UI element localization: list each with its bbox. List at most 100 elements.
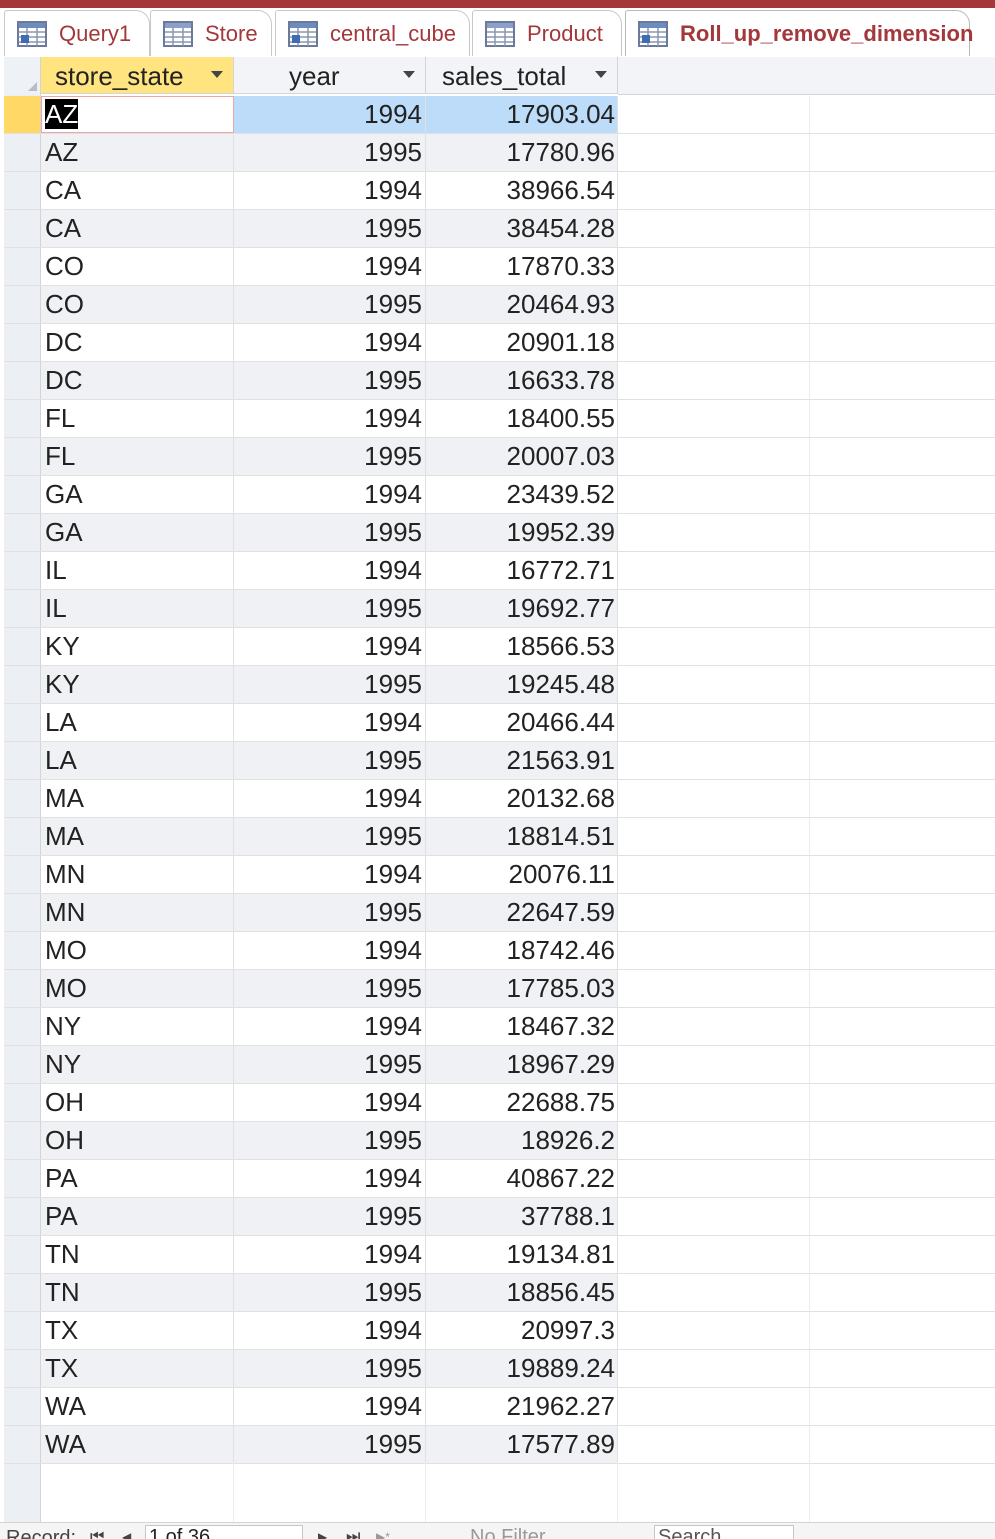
cell-year[interactable]: 1995 bbox=[234, 1350, 426, 1387]
cell-year[interactable]: 1994 bbox=[234, 1312, 426, 1349]
cell-sales-total[interactable]: 20466.44 bbox=[426, 704, 618, 741]
table-row[interactable]: PA 1995 37788.1 bbox=[4, 1198, 995, 1236]
cell-store-state[interactable]: TX bbox=[41, 1312, 234, 1349]
cell-year[interactable]: 1995 bbox=[234, 742, 426, 779]
cell-sales-total[interactable]: 16633.78 bbox=[426, 362, 618, 399]
cell-year[interactable]: 1994 bbox=[234, 476, 426, 513]
cell-store-state[interactable]: CA bbox=[41, 210, 234, 247]
cell-store-state[interactable]: CO bbox=[41, 286, 234, 323]
cell-store-state[interactable]: KY bbox=[41, 666, 234, 703]
row-selector[interactable] bbox=[4, 970, 41, 1007]
cell-store-state[interactable]: AZ bbox=[41, 96, 234, 133]
cell-year[interactable]: 1994 bbox=[234, 780, 426, 817]
cell-year[interactable]: 1994 bbox=[234, 1084, 426, 1121]
table-row[interactable]: MA 1994 20132.68 bbox=[4, 780, 995, 818]
cell-year[interactable]: 1995 bbox=[234, 1046, 426, 1083]
table-row[interactable]: TN 1994 19134.81 bbox=[4, 1236, 995, 1274]
column-header-year[interactable]: year bbox=[234, 57, 426, 94]
previous-record-icon[interactable]: ◀ bbox=[122, 1530, 132, 1539]
cell-store-state[interactable]: PA bbox=[41, 1160, 234, 1197]
table-row[interactable]: CO 1994 17870.33 bbox=[4, 248, 995, 286]
row-selector[interactable] bbox=[4, 172, 41, 209]
cell-year[interactable]: 1994 bbox=[234, 172, 426, 209]
cell-store-state[interactable]: TN bbox=[41, 1236, 234, 1273]
table-row[interactable]: KY 1995 19245.48 bbox=[4, 666, 995, 704]
cell-store-state[interactable]: CO bbox=[41, 248, 234, 285]
row-selector[interactable] bbox=[4, 780, 41, 817]
table-row[interactable]: FL 1994 18400.55 bbox=[4, 400, 995, 438]
table-row[interactable]: MN 1994 20076.11 bbox=[4, 856, 995, 894]
row-selector[interactable] bbox=[4, 1122, 41, 1159]
cell-sales-total[interactable]: 16772.71 bbox=[426, 552, 618, 589]
table-row[interactable]: FL 1995 20007.03 bbox=[4, 438, 995, 476]
cell-sales-total[interactable]: 19134.81 bbox=[426, 1236, 618, 1273]
cell-sales-total[interactable]: 20901.18 bbox=[426, 324, 618, 361]
cell-store-state[interactable]: OH bbox=[41, 1122, 234, 1159]
row-selector[interactable] bbox=[4, 286, 41, 323]
row-selector[interactable] bbox=[4, 1426, 41, 1463]
cell-year[interactable]: 1995 bbox=[234, 1198, 426, 1235]
cell-sales-total[interactable]: 17780.96 bbox=[426, 134, 618, 171]
cell-year[interactable]: 1994 bbox=[234, 552, 426, 589]
cell-store-state[interactable]: TX bbox=[41, 1350, 234, 1387]
cell-sales-total[interactable]: 20007.03 bbox=[426, 438, 618, 475]
tab-query1[interactable]: Query1 bbox=[4, 10, 150, 56]
cell-sales-total[interactable]: 18967.29 bbox=[426, 1046, 618, 1083]
cell-sales-total[interactable]: 18856.45 bbox=[426, 1274, 618, 1311]
table-row[interactable]: DC 1995 16633.78 bbox=[4, 362, 995, 400]
cell-sales-total[interactable]: 17785.03 bbox=[426, 970, 618, 1007]
cell-store-state[interactable]: DC bbox=[41, 362, 234, 399]
column-header-sales-total[interactable]: sales_total bbox=[426, 57, 618, 94]
row-selector[interactable] bbox=[4, 894, 41, 931]
cell-store-state[interactable]: IL bbox=[41, 552, 234, 589]
cell-year[interactable]: 1995 bbox=[234, 666, 426, 703]
cell-store-state[interactable]: OH bbox=[41, 1084, 234, 1121]
table-row[interactable]: KY 1994 18566.53 bbox=[4, 628, 995, 666]
cell-sales-total[interactable]: 18926.2 bbox=[426, 1122, 618, 1159]
table-row[interactable]: AZ 1994 17903.04 bbox=[4, 96, 995, 134]
row-selector[interactable] bbox=[4, 856, 41, 893]
table-row[interactable]: MO 1994 18742.46 bbox=[4, 932, 995, 970]
cell-sales-total[interactable]: 22647.59 bbox=[426, 894, 618, 931]
cell-year[interactable]: 1994 bbox=[234, 1236, 426, 1273]
row-selector[interactable] bbox=[4, 704, 41, 741]
new-record-area[interactable] bbox=[41, 1462, 995, 1522]
cell-year[interactable]: 1995 bbox=[234, 1426, 426, 1463]
row-selector[interactable] bbox=[4, 590, 41, 627]
cell-store-state[interactable]: TN bbox=[41, 1274, 234, 1311]
tab-roll-up-remove-dimension[interactable]: Roll_up_remove_dimension bbox=[625, 10, 973, 56]
row-selector[interactable] bbox=[4, 362, 41, 399]
cell-store-state[interactable]: GA bbox=[41, 514, 234, 551]
cell-store-state[interactable]: MA bbox=[41, 818, 234, 855]
cell-sales-total[interactable]: 17577.89 bbox=[426, 1426, 618, 1463]
sort-filter-dropdown-icon[interactable] bbox=[595, 71, 607, 78]
table-row[interactable]: IL 1995 19692.77 bbox=[4, 590, 995, 628]
cell-year[interactable]: 1995 bbox=[234, 1122, 426, 1159]
sort-filter-dropdown-icon[interactable] bbox=[403, 71, 415, 78]
cell-sales-total[interactable]: 20997.3 bbox=[426, 1312, 618, 1349]
cell-year[interactable]: 1995 bbox=[234, 134, 426, 171]
table-row[interactable]: MO 1995 17785.03 bbox=[4, 970, 995, 1008]
table-row[interactable]: OH 1994 22688.75 bbox=[4, 1084, 995, 1122]
cell-store-state[interactable]: KY bbox=[41, 628, 234, 665]
search-field[interactable]: Search bbox=[654, 1525, 794, 1539]
row-selector[interactable] bbox=[4, 324, 41, 361]
row-selector[interactable] bbox=[4, 932, 41, 969]
cell-sales-total[interactable]: 18467.32 bbox=[426, 1008, 618, 1045]
cell-year[interactable]: 1994 bbox=[234, 1388, 426, 1425]
table-row[interactable]: DC 1994 20901.18 bbox=[4, 324, 995, 362]
cell-sales-total[interactable]: 18814.51 bbox=[426, 818, 618, 855]
table-row[interactable]: OH 1995 18926.2 bbox=[4, 1122, 995, 1160]
row-selector[interactable] bbox=[4, 1388, 41, 1425]
cell-year[interactable]: 1995 bbox=[234, 438, 426, 475]
row-selector[interactable] bbox=[4, 438, 41, 475]
cell-sales-total[interactable]: 20132.68 bbox=[426, 780, 618, 817]
row-selector[interactable] bbox=[4, 400, 41, 437]
table-row[interactable]: NY 1995 18967.29 bbox=[4, 1046, 995, 1084]
row-selector[interactable] bbox=[4, 476, 41, 513]
table-row[interactable]: LA 1994 20466.44 bbox=[4, 704, 995, 742]
table-row[interactable]: WA 1994 21962.27 bbox=[4, 1388, 995, 1426]
row-selector[interactable] bbox=[4, 1312, 41, 1349]
cell-store-state[interactable]: GA bbox=[41, 476, 234, 513]
cell-store-state[interactable]: MO bbox=[41, 932, 234, 969]
